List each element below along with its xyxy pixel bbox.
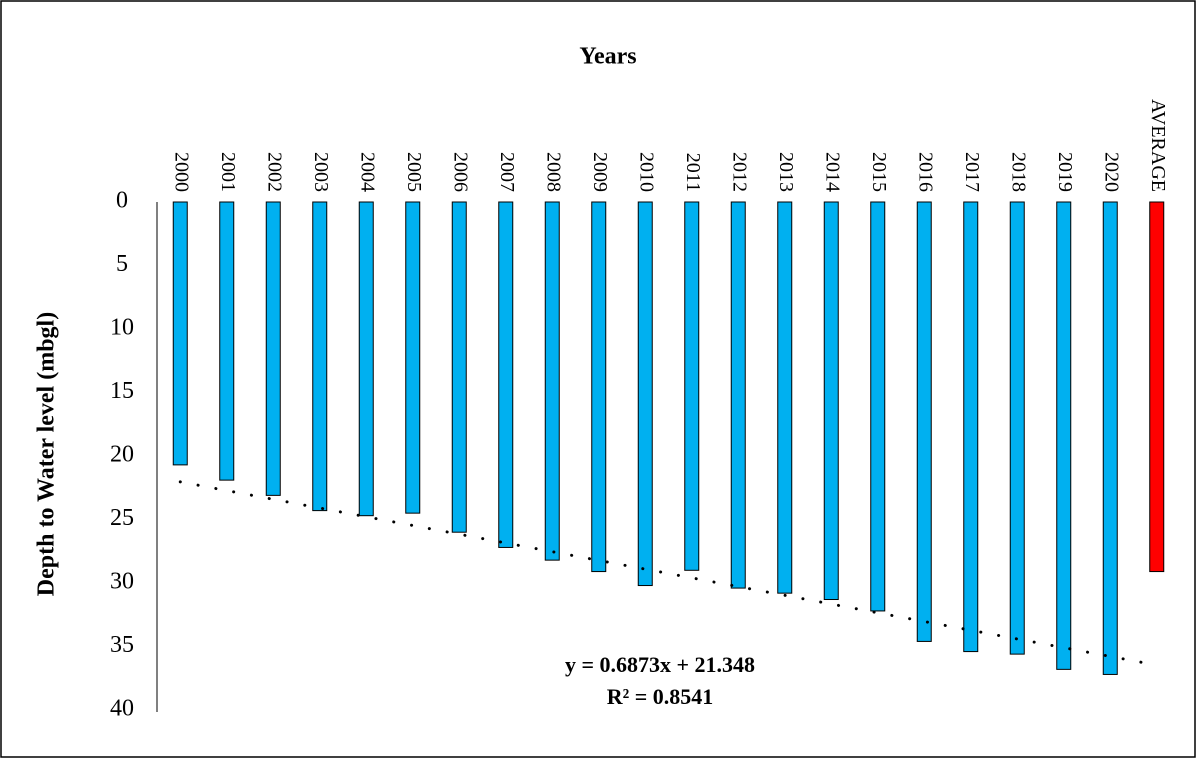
- bar: [219, 201, 235, 481]
- bar: [637, 201, 653, 587]
- x-tick-label: 2002: [264, 152, 286, 192]
- y-tick-label: 10: [110, 315, 134, 341]
- x-tick-label: 2013: [775, 152, 797, 192]
- x-tick-label: 2019: [1054, 152, 1076, 192]
- bar: [684, 201, 700, 571]
- trend-equation: y = 0.6873x + 21.348: [565, 652, 755, 677]
- chart-title: Years: [579, 44, 636, 70]
- y-axis-label: Depth to Water level (mbgl): [34, 312, 60, 596]
- bar: [451, 201, 467, 533]
- y-tick-label: 35: [110, 632, 134, 658]
- x-tick-label: 2009: [589, 152, 611, 192]
- bar: [916, 201, 932, 642]
- bar: [1149, 201, 1165, 573]
- x-tick-label: AVERAGE: [1147, 99, 1169, 192]
- bar: [777, 201, 793, 594]
- trend-r2: R² = 0.8541: [607, 684, 714, 709]
- bar: [823, 201, 839, 601]
- x-tick-label: 2008: [543, 152, 565, 192]
- x-tick-label: 2001: [217, 152, 239, 192]
- x-tick-label: 2006: [450, 152, 472, 192]
- y-tick-label: 5: [116, 251, 128, 277]
- bar: [312, 201, 328, 512]
- bar: [591, 201, 607, 573]
- x-tick-label: 2007: [496, 152, 518, 192]
- x-tick-label: 2005: [403, 152, 425, 192]
- x-tick-label: 2020: [1101, 152, 1123, 192]
- bar: [1102, 201, 1118, 675]
- x-tick-label: 2017: [961, 152, 983, 192]
- y-tick-label: 40: [110, 696, 134, 722]
- bar: [870, 201, 886, 612]
- bar: [730, 201, 746, 589]
- bar: [358, 201, 374, 517]
- y-tick-label: 15: [110, 378, 134, 404]
- x-tick-label: 2003: [310, 152, 332, 192]
- bar: [1056, 201, 1072, 670]
- bar: [544, 201, 560, 561]
- x-tick-label: 2012: [729, 152, 751, 192]
- y-tick-label: 30: [110, 569, 134, 595]
- y-tick-label: 20: [110, 442, 134, 468]
- bar: [172, 201, 188, 466]
- x-tick-label: 2000: [171, 152, 193, 192]
- x-tick-label: 2014: [822, 152, 844, 192]
- bar: [405, 201, 421, 514]
- x-tick-label: 2004: [357, 152, 379, 192]
- x-tick-label: 2016: [915, 152, 937, 192]
- bar: [265, 201, 281, 496]
- x-tick-label: 2010: [636, 152, 658, 192]
- y-tick-label: 25: [110, 505, 134, 531]
- y-tick-label: 0: [116, 188, 128, 214]
- x-tick-label: 2018: [1008, 152, 1030, 192]
- x-tick-label: 2011: [682, 153, 704, 192]
- x-tick-label: 2015: [868, 152, 890, 192]
- bar: [1009, 201, 1025, 655]
- bar: [498, 201, 514, 548]
- bar: [963, 201, 979, 653]
